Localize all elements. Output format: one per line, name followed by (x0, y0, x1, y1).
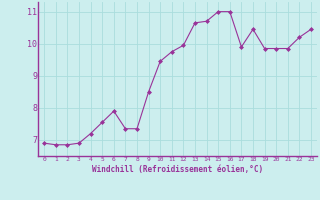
X-axis label: Windchill (Refroidissement éolien,°C): Windchill (Refroidissement éolien,°C) (92, 165, 263, 174)
